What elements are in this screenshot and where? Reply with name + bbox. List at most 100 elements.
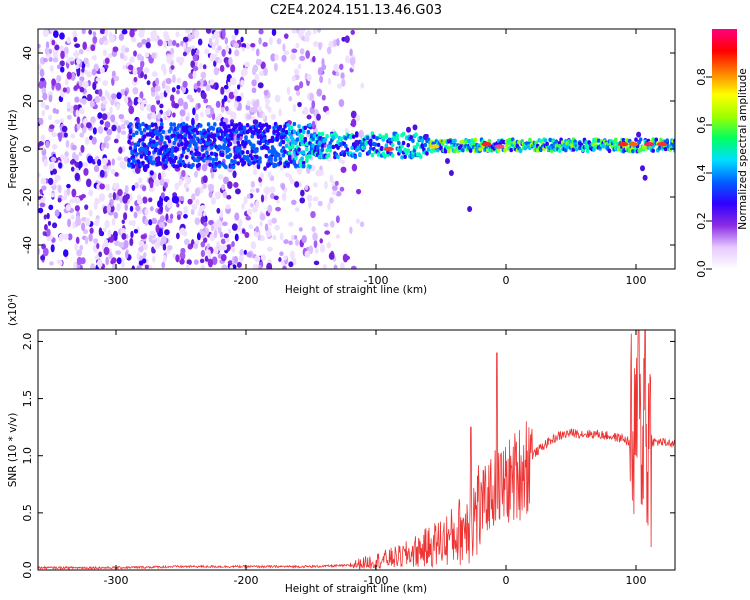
spectrogram-cell: [213, 229, 218, 239]
spectrogram-cell: [80, 122, 84, 129]
spectrogram-cell: [207, 251, 212, 260]
spectrogram-cell: [281, 192, 287, 202]
spectrogram-cell: [250, 181, 255, 188]
spectrogram-cell: [282, 265, 287, 269]
spectrogram-cell: [82, 162, 88, 168]
spectrogram-cell: [260, 172, 264, 179]
spectrogram-cell: [288, 96, 293, 102]
spectrogram-cell: [329, 197, 334, 204]
spectrogram-cell: [252, 119, 259, 125]
spectrogram-cell: [159, 121, 164, 127]
spectrogram-cell: [197, 103, 201, 109]
spectrogram-cell: [219, 210, 224, 219]
spectrogram-cell: [351, 134, 356, 139]
spectrogram-cell: [124, 97, 129, 104]
spectrogram-cell: [328, 144, 333, 149]
spectrogram-cell: [220, 106, 225, 113]
spectrogram-cell: [94, 197, 99, 206]
spectrogram-cell: [147, 125, 152, 130]
spectrogram-cell: [254, 255, 261, 263]
spectrogram-cell: [97, 159, 102, 166]
spectrogram-cell: [564, 148, 568, 153]
spectrogram-cell: [390, 142, 395, 148]
spectrogram-cell: [365, 135, 370, 141]
spectrogram-cell: [198, 130, 203, 136]
spectrogram-cell: [246, 208, 253, 216]
spectrogram-cell: [242, 125, 247, 131]
spectrogram-cell: [613, 137, 618, 143]
spectrogram-cell: [545, 141, 549, 147]
spectrogram-cell: [116, 92, 122, 100]
spectrogram-cell: [154, 95, 160, 101]
spectrogram-cell: [143, 252, 147, 258]
spectrogram-cell: [314, 248, 319, 254]
spectrogram-cell: [151, 112, 157, 120]
spectrogram-cell: [139, 102, 145, 111]
spectrogram-cell: [229, 264, 234, 269]
spectrogram-cell: [383, 153, 387, 159]
spectrogram-cell: [313, 260, 320, 266]
spectrogram-cell: [217, 174, 224, 180]
spectrogram-cell: [124, 203, 128, 211]
spectrogram-cell: [102, 157, 109, 165]
spectrogram-cell: [42, 92, 48, 101]
spectrogram-cell: [234, 188, 241, 195]
spectrogram-cell: [123, 212, 128, 221]
spectrogram-cell: [104, 29, 109, 38]
spectrogram-cell: [335, 234, 341, 239]
spectrogram-cell: [49, 65, 54, 72]
spectrogram-cell: [169, 122, 173, 127]
spectrogram-cell: [372, 134, 376, 139]
spectrogram-cell: [170, 153, 175, 159]
spectrogram-cell: [219, 64, 225, 73]
spectrogram-cell: [191, 193, 196, 201]
spectrogram-cell: [229, 147, 234, 154]
spectrogram-cell: [340, 166, 347, 173]
spectrogram-cell: [156, 236, 161, 244]
spectrogram-cell: [81, 98, 87, 105]
spectrogram-cell: [326, 110, 330, 116]
spectrogram-cell: [200, 92, 207, 100]
spectrogram-cell: [48, 48, 53, 55]
spectrogram-cell: [291, 48, 298, 54]
spectrogram-cell: [86, 122, 92, 129]
spectrogram-cell: [233, 159, 237, 165]
spectrogram-cell: [281, 139, 286, 145]
spectrogram-cell: [159, 92, 164, 100]
spectrogram-cell: [76, 256, 83, 266]
spectrogram-cell: [50, 192, 55, 198]
spectrogram-cell: [44, 224, 48, 231]
spectrogram-cell: [214, 116, 221, 122]
spectrogram-cell: [349, 57, 356, 66]
spectrogram-cell: [252, 146, 256, 151]
spectrogram-cell: [227, 138, 231, 143]
spectrogram-cell: [241, 150, 245, 155]
spectrogram-cell: [133, 148, 138, 153]
spectrogram-cell: [311, 100, 316, 109]
spectrogram-cell: [280, 135, 284, 140]
spectrogram-cell: [230, 133, 234, 138]
spectrogram-cell: [194, 144, 198, 150]
spectrogram-cell: [221, 264, 228, 269]
spectrogram-x-label: Height of straight line (km): [285, 284, 427, 296]
spectrogram-cell: [222, 143, 226, 148]
spectrogram-cell: [94, 255, 100, 260]
spectrogram-cell: [228, 57, 233, 66]
spectrogram-cell: [344, 35, 350, 44]
spectrogram-cell: [659, 137, 663, 143]
spectrogram-cell: [42, 247, 49, 257]
spectrogram-cell: [159, 215, 165, 223]
spectrogram-cell: [131, 265, 135, 269]
spectrogram-cell: [278, 156, 283, 162]
spectrogram-cell: [453, 148, 457, 154]
spectrogram-cell: [543, 138, 548, 143]
spectrogram-cell: [283, 50, 290, 56]
spectrogram-cell: [313, 239, 318, 249]
spectrogram-cell: [373, 142, 378, 147]
spectrogram-cell: [57, 197, 62, 203]
spectrogram-cell: [425, 151, 429, 156]
spectrogram-cell: [192, 107, 196, 116]
spectrogram-cell: [263, 194, 268, 202]
spectrogram-cell: [313, 182, 318, 188]
y-tick-label: 0: [21, 146, 34, 153]
